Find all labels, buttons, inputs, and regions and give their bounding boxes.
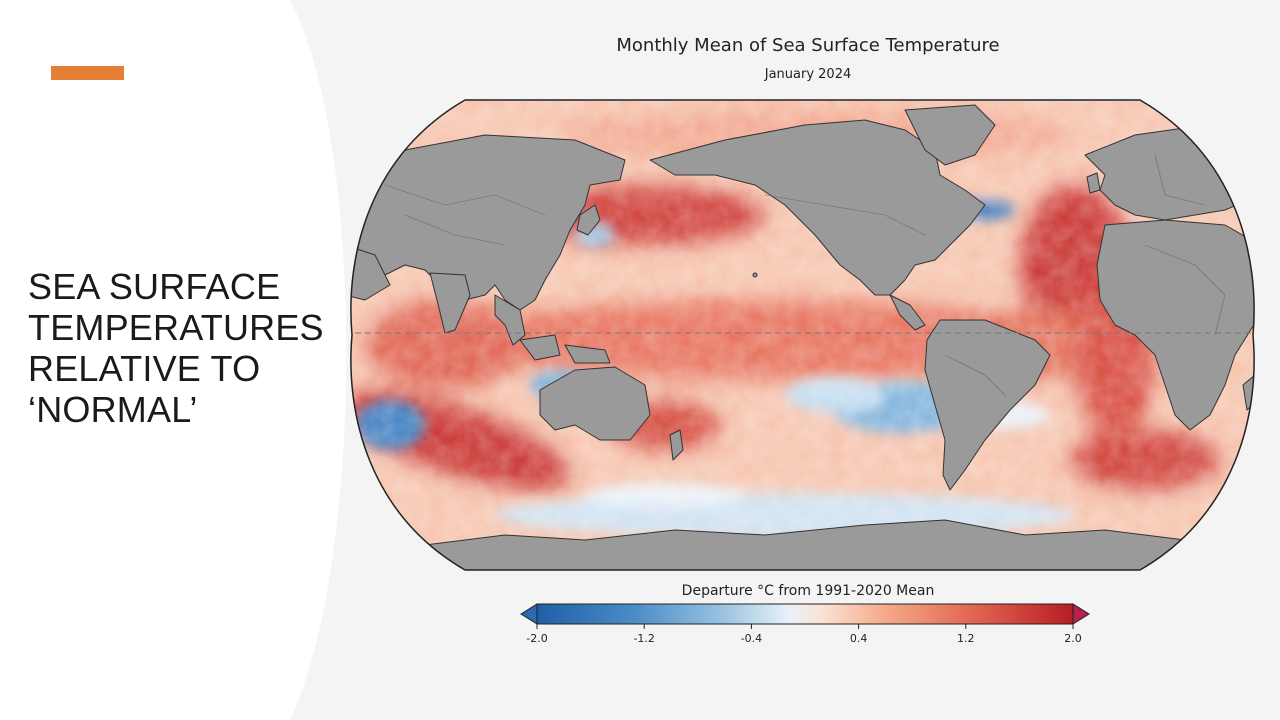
colorbar-tick-label: 1.2 (957, 632, 975, 645)
accent-bar (51, 66, 124, 80)
globe-outline (350, 99, 1255, 571)
slide-title-line: RELATIVE TO (28, 348, 261, 389)
land-greenland (904, 104, 996, 166)
colorbar-ticks: -2.0 -1.2 -0.4 0.4 1.2 2.0 (526, 624, 1082, 645)
colorbar-over-arrow (1072, 603, 1090, 625)
colorbar-tick-label: -2.0 (526, 632, 547, 645)
slide-title-line: ‘NORMAL’ (28, 389, 198, 430)
colorbar-tick-label: -0.4 (741, 632, 762, 645)
legend-title: Departure °C from 1991-2020 Mean (681, 583, 935, 599)
colorbar-tick-label: 0.4 (850, 632, 868, 645)
land-antarctica (350, 519, 1255, 570)
colorbar-under-arrow (520, 603, 538, 625)
slide-title-line: TEMPERATURES (28, 307, 324, 348)
land-india (429, 272, 471, 334)
colorbar-tick-label: -1.2 (633, 632, 654, 645)
slide-title: SEA SURFACE TEMPERATURES RELATIVE TO ‘NO… (28, 266, 324, 430)
colorbar: -2.0 -1.2 -0.4 0.4 1.2 2.0 (520, 603, 1090, 645)
colorbar-tick-label: 2.0 (1064, 632, 1082, 645)
land-australia (539, 366, 651, 441)
land-asia (350, 134, 626, 311)
map-title: Monthly Mean of Sea Surface Temperature (616, 35, 1000, 56)
slide-title-line: SEA SURFACE (28, 266, 281, 307)
land-arabia (350, 244, 391, 301)
colorbar-gradient (536, 603, 1074, 625)
land-japan (576, 204, 601, 236)
land-north-america (649, 119, 986, 296)
map-subtitle: January 2024 (764, 67, 852, 82)
land-south-america (924, 319, 1051, 491)
sst-anomaly-map (350, 99, 1255, 571)
